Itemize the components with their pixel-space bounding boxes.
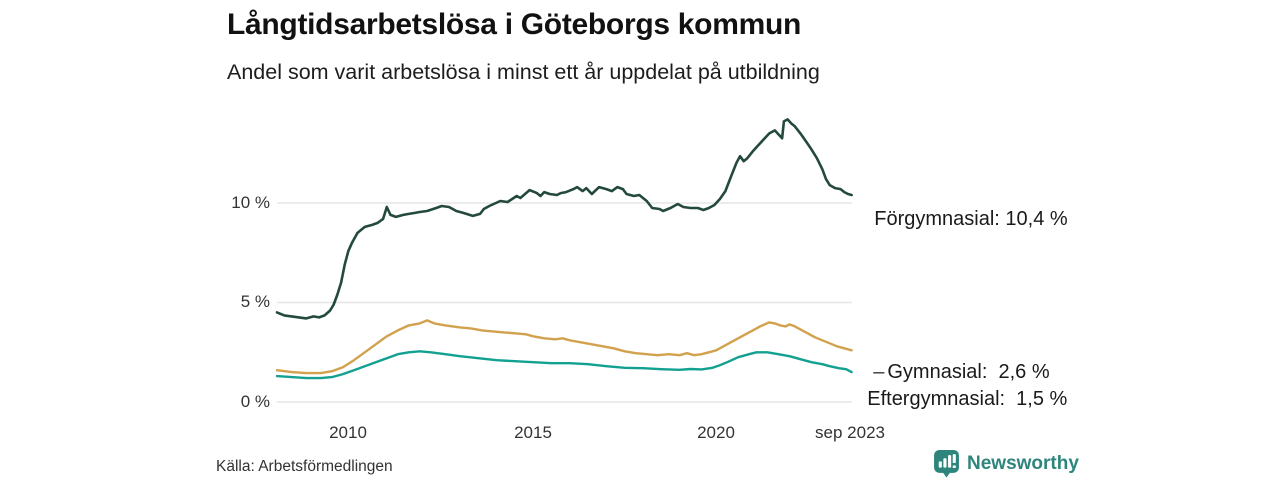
brand-logo: Newsworthy	[934, 450, 1079, 478]
chart-subtitle: Andel som varit arbetslösa i minst ett å…	[227, 60, 820, 84]
series-label-gymnasial: – Gymnasial: 2,6 %	[851, 339, 1050, 405]
series-line-eftergymnasial	[275, 350, 853, 380]
series-line-gymnasial	[275, 319, 853, 375]
label-connector-dash: –	[873, 361, 885, 383]
series-label-text: Förgymnasial: 10,4 %	[874, 208, 1068, 230]
brand-name: Newsworthy	[967, 453, 1079, 474]
source-credit: Källa: Arbetsförmedlingen	[216, 458, 393, 475]
y-axis-tick-0: 0 %	[240, 392, 270, 411]
series-label-text: Gymnasial: 2,6 %	[887, 361, 1050, 383]
newsworthy-icon	[934, 450, 959, 478]
series-label-forgymnasial: Förgymnasial: 10,4 %	[852, 186, 1068, 252]
series-line-forgymnasial	[275, 118, 853, 320]
x-axis-tick-sep2023: sep 2023	[815, 423, 885, 442]
x-axis-tick-2010: 2010	[329, 423, 367, 442]
page-title: Långtidsarbetslösa i Göteborgs kommun	[227, 8, 801, 41]
series-label-eftergymnasial: Eftergymnasial: 1,5 %	[845, 366, 1067, 432]
series-label-text: Eftergymnasial: 1,5 %	[867, 388, 1068, 410]
x-axis-tick-2015: 2015	[514, 423, 552, 442]
y-axis-tick-5: 5 %	[240, 292, 270, 311]
y-axis-tick-10: 10 %	[231, 193, 270, 212]
x-axis-tick-2020: 2020	[697, 423, 735, 442]
